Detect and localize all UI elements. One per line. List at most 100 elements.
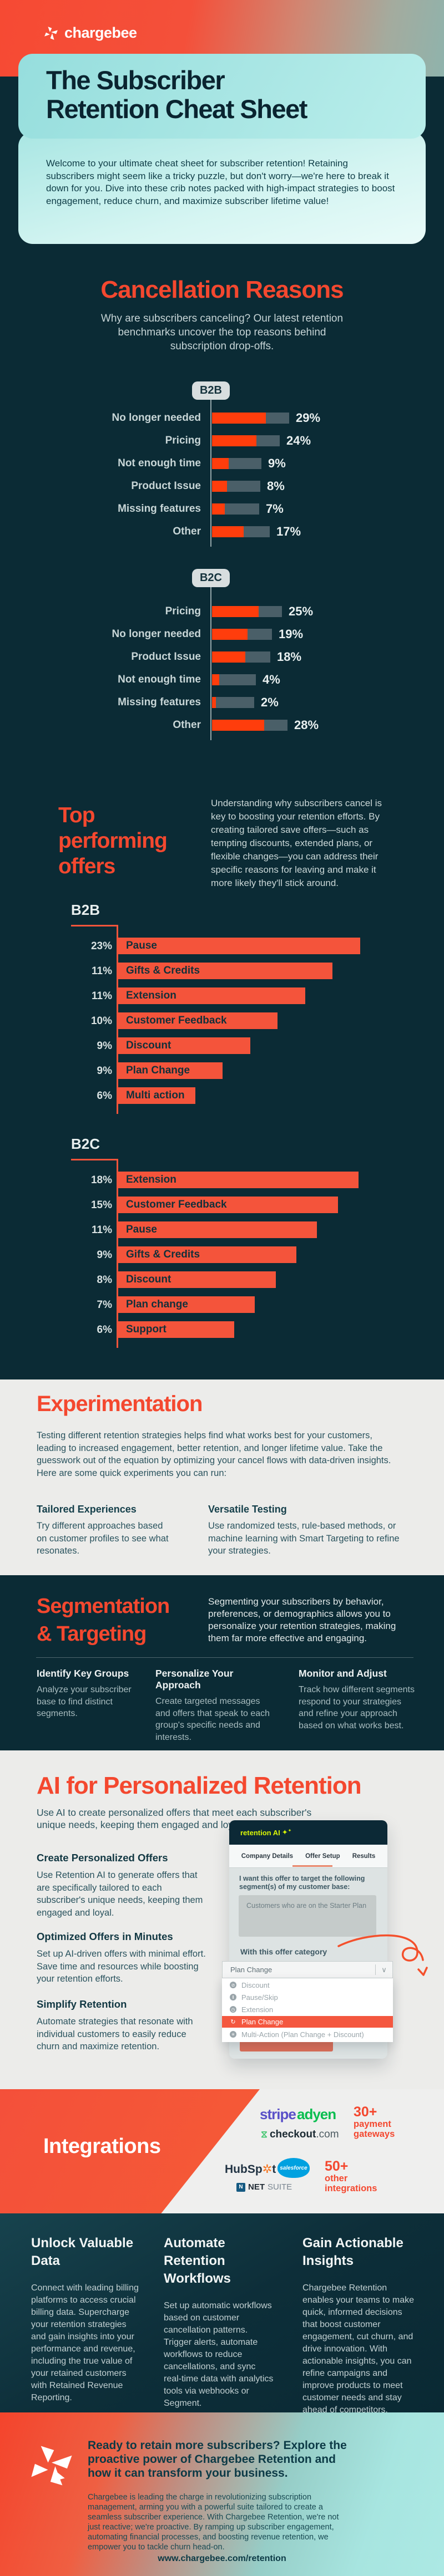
bar-track (212, 674, 256, 685)
bar-track (212, 413, 289, 424)
offer-bar: Customer Feedback (118, 1012, 278, 1029)
bar-fill (212, 629, 248, 640)
offers-description: Understanding why subscribers cancel is … (211, 798, 382, 888)
segment-textarea[interactable]: Customers who are on the Starter Plan (239, 1895, 376, 1937)
option-discount[interactable]: ⊘ Discount (222, 1979, 393, 1990)
refresh-icon: ↻ (230, 2019, 236, 2025)
column-body: Use randomized tests, rule-based methods… (208, 1521, 400, 1556)
active-tab-underline (292, 1865, 332, 1867)
offer-bar-label: Discount (126, 1040, 171, 1051)
ai-block-1: Create Personalized Offers Use Retention… (37, 1852, 206, 1919)
offers-title: Top performing offers (58, 803, 168, 878)
offer-bar-label: Customer Feedback (126, 1199, 227, 1210)
bar-label: Pricing (165, 435, 201, 446)
column-body: Create targeted messages and offers that… (155, 1697, 270, 1742)
ai-description: Use AI to create personalized offers tha… (37, 1807, 312, 1830)
title-card: The Subscriber Retention Cheat Sheet (18, 54, 426, 139)
mockup-header: retention AI ✦✦ (229, 1820, 387, 1845)
selected-category: Plan Change (230, 1966, 273, 1974)
column-heading: Monitor and Adjust (299, 1668, 387, 1679)
segmentation-description: Segmenting your subscribers by behavior,… (208, 1596, 396, 1643)
offer-category-label: With this offer category (240, 1947, 327, 1956)
bar-fill (212, 413, 266, 424)
offer-bar-label: Multi action (126, 1090, 185, 1101)
bar-track (212, 606, 282, 617)
bar-value: 8% (267, 479, 285, 493)
block-heading: Simplify Retention (37, 1998, 127, 2010)
hand-drawn-arrow-icon (337, 1934, 428, 1976)
axis-line (117, 925, 118, 1114)
offer-bar-value: 9% (97, 1065, 112, 1077)
option-pause-skip[interactable]: ‖ Pause/Skip (222, 1992, 393, 2003)
offer-bar: Support (118, 1321, 234, 1338)
bar-track (212, 651, 270, 663)
select-divider (375, 1964, 376, 1975)
feature-body: Set up automatic workflows based on cust… (164, 2301, 274, 2408)
segmentation-col-2: Personalize Your Approach Create targete… (155, 1668, 275, 1743)
offer-bar-value: 9% (97, 1249, 112, 1261)
chargebee-pinwheel-icon-large (31, 2446, 72, 2486)
chart-axis (210, 587, 211, 740)
offer-bar-value: 8% (97, 1274, 112, 1286)
feature-body: Connect with leading billing platforms t… (31, 2283, 139, 2402)
chart-axis (210, 400, 211, 547)
bar-fill (212, 697, 216, 708)
bar-label: Product Issue (131, 480, 201, 492)
tab-offer-setup[interactable]: Offer Setup (305, 1852, 340, 1860)
option-plan-change[interactable]: ↻ Plan Change (222, 2016, 393, 2028)
feature-col-1: Unlock Valuable Data Connect with leadin… (31, 2234, 139, 2404)
experimentation-title: Experimentation (37, 1392, 203, 1416)
integrations-title: Integrations (43, 2135, 161, 2158)
footer-link[interactable]: www.chargebee.com/retention (158, 2554, 286, 2563)
offer-bar-label: Gifts & Credits (126, 965, 200, 976)
feature-body: Chargebee Retention enables your teams t… (302, 2283, 414, 2415)
offer-bar-value: 15% (90, 1199, 112, 1211)
chargebee-pinwheel-icon (44, 26, 58, 40)
chevron-down-icon: ∨ (381, 1965, 387, 1974)
bar-label: Missing features (118, 696, 201, 708)
adyen-logo: adyen (297, 2106, 336, 2122)
feature-heading: Unlock Valuable Data (31, 2236, 134, 2268)
offer-bar-value: 11% (92, 965, 112, 977)
bar-fill (212, 526, 244, 537)
mockup-app-name: retention AI (240, 1828, 280, 1837)
footer-paragraph: Chargebee is leading the charge in revol… (88, 2493, 339, 2552)
bar-value: 2% (261, 695, 279, 709)
bar-fill (212, 674, 219, 685)
offer-bar-value: 9% (97, 1040, 112, 1052)
tab-results[interactable]: Results (352, 1852, 376, 1860)
bar-value: 19% (279, 627, 304, 641)
bar-label: Pricing (165, 605, 201, 617)
experimentation-description: Testing different retention strategies h… (37, 1430, 391, 1478)
offer-bar: Pause (118, 938, 360, 954)
bar-label: Other (173, 719, 201, 731)
option-multi-action[interactable]: ✳ Multi-Action (Plan Change + Discount) (222, 2029, 393, 2040)
offer-category-select[interactable]: Plan Change ∨ (222, 1961, 393, 1978)
netsuite-logo: N NET SUITE (236, 2182, 292, 2192)
offer-bar-label: Extension (126, 1174, 176, 1185)
offer-bar-value: 6% (97, 1324, 112, 1336)
netsuite-icon: N (236, 2182, 245, 2192)
option-extension[interactable]: ◷ Extension (222, 2004, 393, 2015)
bar-label: Not enough time (118, 457, 201, 469)
salesforce-logo: salesforce (278, 2158, 310, 2178)
offer-bar-value: 18% (90, 1174, 112, 1186)
bar-fill (212, 720, 264, 731)
bar-value: 28% (294, 718, 319, 732)
hubspot-logo: HubSp✲t (225, 2163, 276, 2176)
payment-gateways-count: 30+ payment gateways (354, 2104, 395, 2139)
bar-label: No longer needed (112, 412, 201, 424)
column-body: Try different approaches based on custom… (37, 1521, 169, 1556)
intro-paragraph: Welcome to your ultimate cheat sheet for… (46, 158, 395, 206)
offer-bar-value: 23% (90, 940, 112, 952)
offer-bar: Discount (118, 1271, 276, 1288)
offer-bar-label: Discount (126, 1274, 171, 1285)
other-integrations-count: 50+ other integrations (325, 2158, 377, 2193)
tab-company-details[interactable]: Company Details (241, 1852, 294, 1860)
axis-step (71, 925, 118, 926)
block-body: Automate strategies that resonate with i… (37, 2017, 193, 2051)
clock-icon: ◷ (230, 2006, 236, 2013)
bar-label: Other (173, 526, 201, 537)
bar-value: 29% (296, 411, 321, 425)
